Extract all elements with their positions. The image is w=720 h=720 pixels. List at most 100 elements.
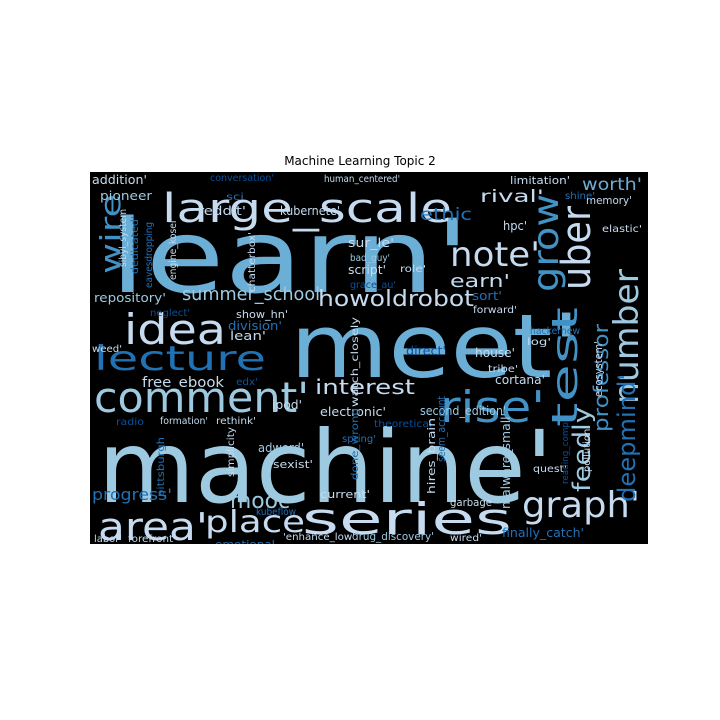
cloud-word: engine_kosei' — [168, 218, 179, 280]
cloud-word: sur_le' — [348, 236, 394, 250]
cloud-word: hpc' — [503, 219, 527, 233]
cloud-word: malware_small' — [499, 413, 513, 509]
cloud-word: ecosystem' — [592, 341, 605, 397]
cloud-word: radio — [116, 417, 144, 428]
cloud-word: watch_closely — [350, 317, 361, 407]
cloud-word: grace_au' — [350, 280, 396, 291]
cloud-word: interest — [315, 375, 415, 399]
cloud-word: memory' — [586, 194, 632, 207]
cloud-word: sort' — [472, 289, 502, 303]
cloud-word: emotional — [215, 538, 275, 544]
cloud-word: reading_comp — [561, 422, 571, 484]
cloud-word: formation' — [160, 416, 208, 427]
cloud-word: tribe' — [488, 364, 518, 375]
cloud-word: electronic' — [320, 405, 386, 419]
cloud-word: pittsburgh — [156, 437, 167, 497]
cloud-word: summer_school — [182, 284, 320, 305]
cloud-word: wire — [94, 194, 127, 274]
cloud-word: dedicated' — [130, 216, 141, 274]
cloud-word: idea — [124, 305, 226, 354]
cloud-word: direct' — [406, 344, 446, 358]
cloud-word: human_centered' — [324, 174, 400, 185]
cloud-word: area' — [98, 505, 208, 544]
cloud-word: addition' — [92, 173, 147, 187]
cloud-word: rethink' — [216, 416, 256, 427]
cloud-word: elastic' — [602, 224, 642, 235]
cloud-word: forward' — [473, 305, 517, 316]
cloud-word: pollution' — [582, 426, 593, 472]
cloud-word: comment' — [94, 373, 309, 422]
cloud-word: eavesdropping — [144, 222, 155, 288]
cloud-word: hires_brain — [425, 418, 438, 494]
cloud-word: earn' — [450, 271, 510, 292]
cloud-word: rival' — [480, 187, 544, 207]
cloud-word: free_ebook — [142, 375, 225, 391]
cloud-word: pioneer — [100, 189, 152, 203]
cloud-word: deepmind' — [613, 374, 641, 502]
cloud-word: adword' — [258, 441, 304, 455]
cloud-word: labor' — [94, 534, 122, 544]
cloud-word: conversation' — [210, 173, 274, 184]
cloud-word: grow — [526, 194, 567, 292]
cloud-word: machine' — [98, 409, 553, 526]
cloud-word: kubeflow — [256, 507, 296, 518]
cloud-word: sibyl_system — [118, 209, 129, 267]
cloud-word: repository' — [94, 291, 166, 305]
cloud-word: lecture — [94, 339, 266, 379]
cloud-word: learn' — [110, 198, 470, 317]
cloud-word: show_hn' — [236, 308, 288, 321]
cloud-word: division' — [228, 319, 282, 333]
cloud-word: seem_account — [435, 395, 448, 462]
cloud-word: mooc — [230, 489, 290, 514]
cloud-word: quest' — [533, 464, 567, 475]
cloud-word: cortana' — [495, 373, 545, 387]
cloud-word: series — [302, 494, 512, 544]
cloud-word: spring' — [342, 434, 376, 445]
cloud-word: second_edition' — [420, 404, 506, 418]
cloud-word: place — [205, 505, 305, 540]
figure-title: Machine Learning Topic 2 — [284, 154, 436, 168]
cloud-word: ipod' — [272, 398, 302, 412]
cloud-word: feedly — [568, 407, 596, 492]
cloud-word: professor — [589, 323, 613, 432]
cloud-word: worth' — [582, 175, 642, 195]
cloud-word: weed' — [92, 344, 122, 355]
cloud-word: note' — [450, 235, 540, 275]
cloud-word: finally_catch' — [502, 526, 584, 540]
cloud-word: bad_guy' — [350, 253, 390, 264]
cloud-word: log' — [527, 337, 551, 348]
cloud-word: lean' — [230, 329, 266, 343]
cloud-word: reddit' — [198, 204, 246, 218]
cloud-word: role' — [400, 264, 426, 275]
cloud-word: chatterbox' — [247, 232, 258, 292]
cloud-word: progress' — [92, 485, 172, 504]
cloud-word: edx' — [236, 377, 258, 388]
cloud-word: sci — [226, 192, 244, 203]
cloud-word: house' — [475, 346, 515, 360]
cloud-word: kubernete' — [280, 204, 340, 218]
cloud-word: neglect' — [150, 308, 190, 319]
cloud-word: limitation' — [510, 174, 570, 187]
cloud-word: drug_discovery' — [352, 530, 434, 543]
cloud-word: uber — [554, 205, 600, 290]
cloud-word: rise' — [440, 382, 545, 433]
cloud-word: current' — [320, 488, 370, 501]
cloud-word: forefront' — [128, 534, 176, 544]
cloud-word: number — [607, 269, 647, 404]
cloud-word: hackernew — [530, 326, 580, 337]
cloud-word: done_wrong — [350, 408, 361, 480]
cloud-word: theoretical — [374, 419, 432, 430]
cloud-word: simplicity — [226, 427, 237, 477]
cloud-word: script' — [348, 263, 386, 277]
cloud-word: sexist' — [273, 458, 313, 471]
cloud-word: wired' — [450, 533, 482, 544]
cloud-word: howoldrobot — [318, 287, 474, 312]
cloud-word: meet' — [290, 295, 580, 398]
cloud-word: 'enhance_low' — [283, 532, 355, 543]
cloud-word: large_scale — [162, 186, 452, 232]
cloud-word: shine' — [565, 191, 595, 202]
cloud-word: garbage — [450, 496, 492, 509]
cloud-word: ethic — [420, 205, 472, 225]
